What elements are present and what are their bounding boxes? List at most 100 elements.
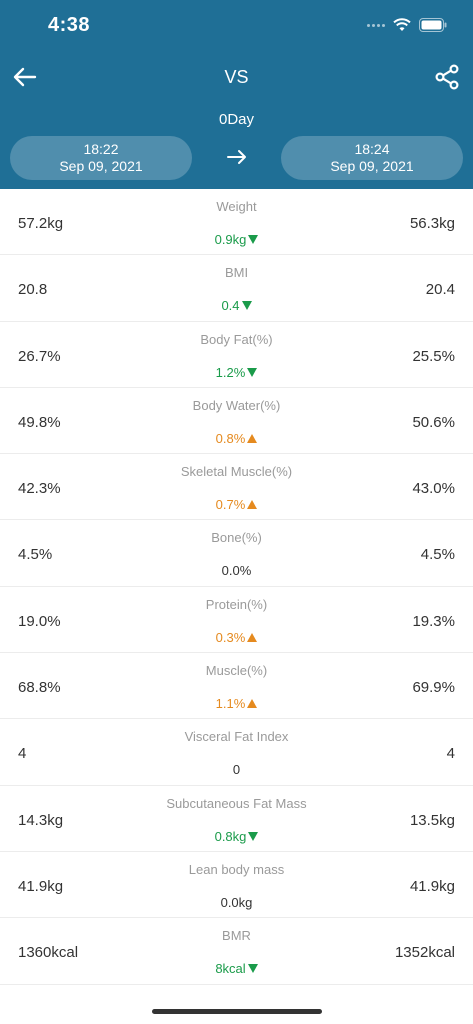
battery-icon bbox=[419, 18, 447, 32]
home-indicator bbox=[152, 1009, 322, 1014]
end-value: 4.5% bbox=[420, 546, 455, 564]
comparison-row: 49.8% Body Water(%) 0.8% 50.6% bbox=[0, 388, 473, 455]
end-value: 69.9% bbox=[412, 679, 455, 697]
difference-value: 0.8% bbox=[215, 430, 246, 446]
metric-label: Bone(%) bbox=[211, 530, 262, 546]
end-value: 56.3kg bbox=[409, 215, 455, 232]
start-value: 1360kcal bbox=[18, 944, 79, 962]
start-value: 19.0% bbox=[18, 612, 61, 630]
comparison-row: 57.2kg Weight 0.9kg 56.3kg bbox=[0, 189, 473, 256]
metric-label: Body Water(%) bbox=[192, 397, 281, 413]
comparison-row: 68.8% Muscle(%) 1.1% 69.9% bbox=[0, 653, 473, 720]
metric-difference: 0.0kg bbox=[0, 895, 473, 910]
end-value: 50.6% bbox=[412, 413, 455, 431]
difference-value: 0.4 bbox=[221, 298, 240, 314]
comparison-row: 4 Visceral Fat Index 0 4 bbox=[0, 719, 473, 786]
comparison-row: 42.3% Skeletal Muscle(%) 0.7% 43.0% bbox=[0, 454, 473, 521]
day-difference: 0Day bbox=[218, 111, 255, 128]
start-value: 4.5% bbox=[18, 546, 53, 564]
comparison-row: 26.7% Body Fat(%) 1.2% 25.5% bbox=[0, 322, 473, 388]
metric-label: Visceral Fat Index bbox=[184, 729, 289, 745]
difference-value: 0 bbox=[232, 762, 241, 778]
back-arrow-icon[interactable] bbox=[12, 64, 38, 90]
start-value: 4 bbox=[18, 745, 27, 763]
comparison-list: 57.2kg Weight 0.9kg 56.3kg 20.8 BMI 0.4 20.4 26.… bbox=[0, 189, 473, 985]
decrease-triangle-icon bbox=[248, 235, 259, 244]
end-value: 4 bbox=[446, 745, 455, 763]
status-indicators bbox=[367, 18, 447, 32]
decrease-triangle-icon bbox=[241, 301, 252, 311]
increase-triangle-icon bbox=[247, 433, 258, 443]
start-value: 41.9kg bbox=[18, 877, 64, 895]
difference-value: 8kcal bbox=[215, 961, 246, 977]
start-value: 42.3% bbox=[18, 480, 61, 498]
start-value: 14.3kg bbox=[18, 811, 64, 829]
header: 4:38 VS 0Day 18:22 Sep 09, 2021 18:24 Se… bbox=[0, 0, 473, 189]
comparison-row: 14.3kg Subcutaneous Fat Mass 0.8kg 13.5kg bbox=[0, 786, 473, 852]
difference-value: 0.0kg bbox=[220, 894, 253, 910]
start-time: 18:22 bbox=[83, 141, 119, 157]
metric-label: Body Fat(%) bbox=[200, 331, 273, 347]
difference-value: 1.1% bbox=[215, 696, 246, 712]
metric-label: Subcutaneous Fat Mass bbox=[166, 795, 307, 811]
end-value: 20.4 bbox=[425, 281, 455, 299]
metric-label: Lean body mass bbox=[188, 861, 285, 877]
start-value: 68.8% bbox=[18, 679, 61, 697]
start-date: Sep 09, 2021 bbox=[59, 158, 143, 174]
metric-difference: 0.8kg bbox=[0, 829, 473, 844]
metric-difference: 1.1% bbox=[0, 696, 473, 711]
wifi-icon bbox=[393, 18, 411, 32]
start-value: 57.2kg bbox=[18, 215, 64, 232]
difference-value: 0.3% bbox=[215, 629, 246, 645]
decrease-triangle-icon bbox=[248, 831, 259, 841]
metric-label: BMI bbox=[224, 265, 249, 281]
increase-triangle-icon bbox=[247, 699, 258, 709]
comparison-row: 20.8 BMI 0.4 20.4 bbox=[0, 255, 473, 322]
metric-difference: 0.3% bbox=[0, 630, 473, 645]
metric-label: Skeletal Muscle(%) bbox=[180, 464, 293, 480]
metric-difference: 0.4 bbox=[0, 298, 473, 313]
metric-label: Protein(%) bbox=[205, 596, 268, 612]
metric-label: Weight bbox=[216, 199, 257, 214]
comparison-row: 1360kcal BMR 8kcal 1352kcal bbox=[0, 918, 473, 985]
start-value: 20.8 bbox=[18, 281, 48, 299]
metric-difference: 0 bbox=[0, 762, 473, 777]
end-value: 43.0% bbox=[412, 480, 455, 498]
status-time: 4:38 bbox=[48, 14, 91, 36]
end-date-pill[interactable]: 18:24 Sep 09, 2021 bbox=[281, 136, 463, 180]
metric-difference: 0.0% bbox=[0, 563, 473, 578]
end-time: 18:24 bbox=[354, 141, 390, 157]
page-title: VS bbox=[224, 67, 249, 87]
difference-value: 0.9kg bbox=[214, 232, 247, 247]
comparison-row: 19.0% Protein(%) 0.3% 19.3% bbox=[0, 587, 473, 654]
comparison-row: 4.5% Bone(%) 0.0% 4.5% bbox=[0, 520, 473, 587]
share-icon[interactable] bbox=[435, 64, 459, 90]
comparison-row: 41.9kg Lean body mass 0.0kg 41.9kg bbox=[0, 852, 473, 919]
increase-triangle-icon bbox=[247, 632, 258, 642]
metric-difference: 0.9kg bbox=[0, 232, 473, 247]
end-value: 41.9kg bbox=[409, 877, 455, 895]
end-value: 25.5% bbox=[412, 347, 455, 365]
metric-difference: 0.8% bbox=[0, 431, 473, 446]
end-value: 1352kcal bbox=[394, 944, 455, 962]
start-date-pill[interactable]: 18:22 Sep 09, 2021 bbox=[10, 136, 192, 180]
metric-label: Muscle(%) bbox=[205, 663, 268, 679]
difference-value: 0.8kg bbox=[214, 828, 247, 844]
metric-difference: 0.7% bbox=[0, 497, 473, 512]
decrease-triangle-icon bbox=[247, 964, 258, 974]
difference-value: 0.0% bbox=[221, 563, 252, 579]
end-value: 19.3% bbox=[412, 612, 455, 630]
increase-triangle-icon bbox=[247, 500, 258, 510]
metric-difference: 1.2% bbox=[0, 365, 473, 380]
end-value: 13.5kg bbox=[409, 811, 455, 829]
arrow-right-icon bbox=[226, 148, 248, 166]
difference-value: 0.7% bbox=[215, 497, 246, 513]
difference-value: 1.2% bbox=[215, 364, 246, 380]
start-value: 49.8% bbox=[18, 413, 61, 431]
end-date: Sep 09, 2021 bbox=[330, 158, 414, 174]
decrease-triangle-icon bbox=[247, 367, 258, 377]
start-value: 26.7% bbox=[18, 347, 61, 365]
metric-label: BMR bbox=[222, 928, 251, 944]
signal-icon bbox=[367, 23, 385, 27]
metric-difference: 8kcal bbox=[0, 961, 473, 976]
